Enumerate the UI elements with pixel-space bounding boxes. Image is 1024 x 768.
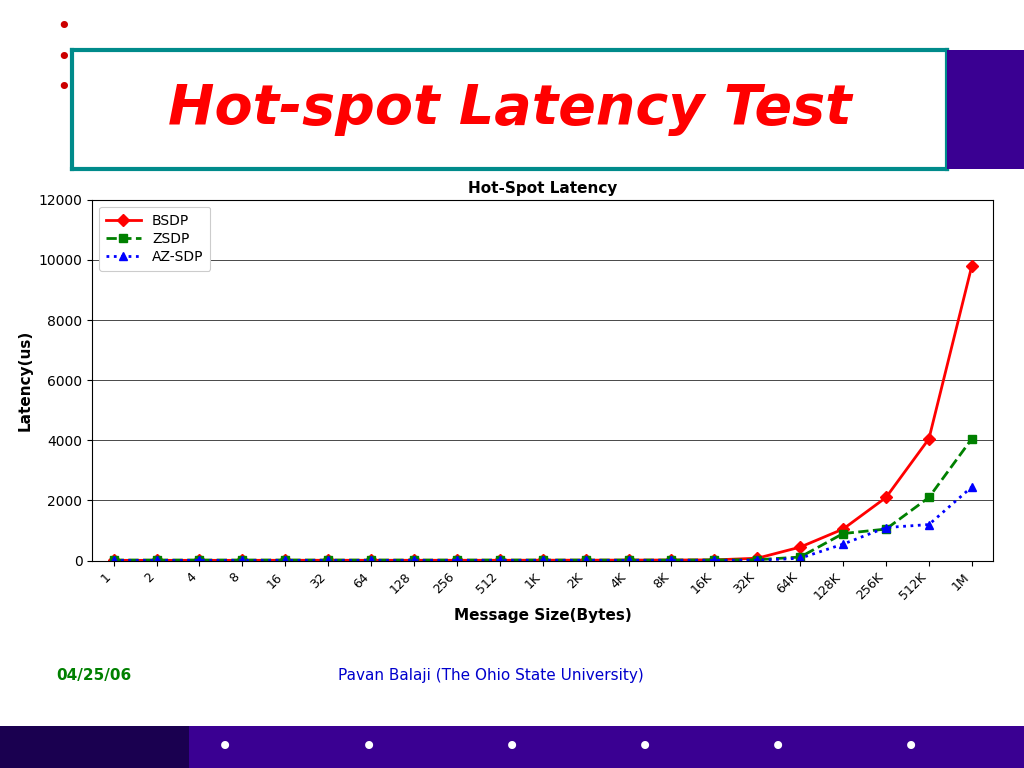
BSDP — [666, 555, 678, 564]
BSDP — [923, 434, 935, 443]
AZ-SDP — [794, 554, 806, 563]
ZSDP — [580, 555, 592, 564]
BSDP — [623, 555, 635, 564]
AZ-SDP — [108, 556, 120, 565]
BSDP — [709, 555, 721, 564]
BSDP — [580, 555, 592, 564]
Text: •: • — [637, 733, 653, 761]
AZ-SDP — [494, 556, 506, 565]
BSDP — [451, 556, 463, 565]
ZSDP — [837, 529, 849, 538]
ZSDP — [966, 434, 978, 443]
ZSDP — [666, 555, 678, 564]
Text: Hot-spot Latency Test: Hot-spot Latency Test — [168, 82, 851, 137]
AZ-SDP — [237, 556, 249, 565]
AZ-SDP — [623, 556, 635, 565]
ZSDP — [280, 555, 292, 564]
ZSDP — [408, 555, 420, 564]
BSDP — [494, 556, 506, 565]
ZSDP — [923, 493, 935, 502]
ZSDP — [365, 555, 377, 564]
BSDP — [237, 556, 249, 565]
AZ-SDP — [365, 556, 377, 565]
Text: •: • — [56, 45, 71, 70]
ZSDP — [108, 555, 120, 564]
Legend: BSDP, ZSDP, AZ-SDP: BSDP, ZSDP, AZ-SDP — [99, 207, 210, 271]
AZ-SDP — [451, 556, 463, 565]
X-axis label: Message Size(Bytes): Message Size(Bytes) — [454, 607, 632, 623]
ZSDP — [494, 555, 506, 564]
Line: ZSDP: ZSDP — [110, 435, 976, 564]
ZSDP — [752, 555, 764, 564]
BSDP — [365, 556, 377, 565]
BSDP — [752, 554, 764, 563]
ZSDP — [237, 555, 249, 564]
AZ-SDP — [408, 556, 420, 565]
BSDP — [280, 556, 292, 565]
AZ-SDP — [194, 556, 206, 565]
AZ-SDP — [322, 556, 334, 565]
Y-axis label: Latency(us): Latency(us) — [18, 329, 33, 431]
Text: •: • — [56, 76, 71, 101]
ZSDP — [709, 555, 721, 564]
BSDP — [537, 555, 549, 564]
BSDP — [966, 261, 978, 270]
AZ-SDP — [752, 556, 764, 565]
ZSDP — [194, 555, 206, 564]
Text: •: • — [56, 15, 71, 39]
BSDP — [880, 493, 892, 502]
ZSDP — [322, 555, 334, 564]
Title: Hot-Spot Latency: Hot-Spot Latency — [468, 180, 617, 196]
Text: •: • — [504, 733, 520, 761]
ZSDP — [880, 525, 892, 534]
AZ-SDP — [280, 556, 292, 565]
AZ-SDP — [923, 520, 935, 529]
Text: 04/25/06: 04/25/06 — [56, 667, 131, 683]
ZSDP — [451, 555, 463, 564]
Text: •: • — [360, 733, 377, 761]
BSDP — [108, 556, 120, 565]
Text: •: • — [903, 733, 920, 761]
BSDP — [151, 556, 163, 565]
ZSDP — [623, 555, 635, 564]
BSDP — [837, 525, 849, 534]
AZ-SDP — [580, 556, 592, 565]
Text: •: • — [217, 733, 233, 761]
Line: BSDP: BSDP — [110, 262, 976, 564]
BSDP — [408, 556, 420, 565]
BSDP — [322, 556, 334, 565]
BSDP — [794, 542, 806, 551]
AZ-SDP — [537, 556, 549, 565]
Line: AZ-SDP: AZ-SDP — [110, 483, 976, 564]
AZ-SDP — [966, 482, 978, 492]
ZSDP — [794, 552, 806, 561]
AZ-SDP — [880, 523, 892, 532]
Text: •: • — [770, 733, 786, 761]
AZ-SDP — [151, 556, 163, 565]
Text: Pavan Balaji (The Ohio State University): Pavan Balaji (The Ohio State University) — [338, 667, 644, 683]
AZ-SDP — [709, 556, 721, 565]
BSDP — [194, 556, 206, 565]
AZ-SDP — [837, 539, 849, 548]
ZSDP — [537, 555, 549, 564]
ZSDP — [151, 555, 163, 564]
AZ-SDP — [666, 556, 678, 565]
